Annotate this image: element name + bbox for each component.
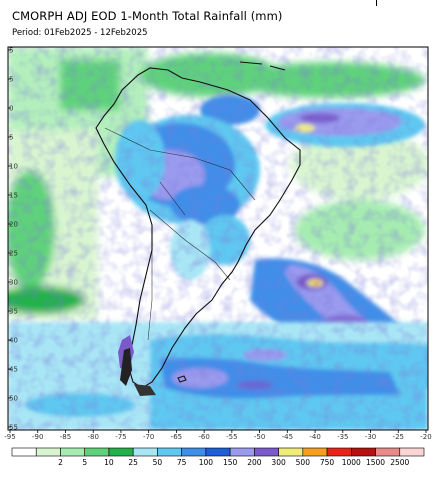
longitude-tick-label: -60 — [198, 433, 209, 441]
colorbar-label: 100 — [199, 458, 214, 467]
longitude-tick-label: -30 — [365, 433, 376, 441]
longitude-tick-label: -40 — [309, 433, 320, 441]
colorbar: 2 5 10 25 50 75 100 150 200 300 500 750 1000 1500 2500 — [11, 447, 425, 467]
colorbar-swatch — [278, 447, 304, 457]
colorbar-swatch — [132, 447, 158, 457]
colorbar-swatch — [350, 447, 376, 457]
map-frame — [7, 46, 429, 431]
colorbar-label: 2 — [58, 458, 63, 467]
top-edge-tick — [376, 0, 377, 6]
longitude-tick-label: -50 — [254, 433, 265, 441]
southern-chile-heavy-rain — [118, 335, 156, 396]
colorbar-swatch — [108, 447, 134, 457]
colorbar-label: 2500 — [390, 458, 409, 467]
colorbar-label: 25 — [128, 458, 138, 467]
colorbar-swatch — [181, 447, 207, 457]
colorbar-label: 50 — [153, 458, 163, 467]
longitude-tick-label: -45 — [282, 433, 293, 441]
longitude-tick-label: -20 — [420, 433, 431, 441]
longitude-tick-label: -55 — [226, 433, 237, 441]
latitude-tick-label: 45 — [9, 366, 18, 374]
colorbar-label: 1500 — [366, 458, 385, 467]
period-label: Period: 01Feb2025 - 12Feb2025 — [12, 28, 148, 38]
colorbar-label: 300 — [271, 458, 286, 467]
rainfall-field — [8, 47, 428, 430]
colorbar-label: 75 — [177, 458, 187, 467]
latitude-tick-label: 5 — [9, 76, 13, 84]
longitude-axis: -95 -90 -85 -80 -75 -70 -65 -60 -55 -50 -45 -40 -35 -… — [4, 430, 432, 441]
latitude-tick-label: 25 — [9, 250, 18, 258]
longitude-tick-label: -65 — [171, 433, 182, 441]
colorbar-swatch — [157, 447, 182, 457]
colorbar-swatch — [302, 447, 328, 457]
longitude-tick-label: -80 — [87, 433, 98, 441]
latitude-tick-label: 30 — [9, 279, 18, 287]
longitude-tick-label: -90 — [32, 433, 43, 441]
map-title: CMORPH ADJ EOD 1-Month Total Rainfall (m… — [12, 9, 283, 23]
latitude-tick-label: 40 — [9, 337, 18, 345]
colorbar-swatch — [205, 447, 231, 457]
colorbar-swatch — [399, 447, 425, 457]
colorbar-label: 5 — [82, 458, 87, 467]
colorbar-swatch — [60, 447, 86, 457]
latitude-tick-label: 5 — [9, 134, 13, 142]
colorbar-label: 500 — [296, 458, 311, 467]
colorbar-swatch — [35, 447, 61, 457]
colorbar-label: 750 — [320, 458, 335, 467]
latitude-tick-label: 35 — [9, 308, 18, 316]
colorbar-label: 200 — [247, 458, 262, 467]
latitude-tick-label: 5 — [9, 47, 13, 55]
longitude-tick-label: -70 — [143, 433, 154, 441]
colorbar-swatch — [326, 447, 352, 457]
latitude-tick-label: 10 — [9, 163, 18, 171]
colorbar-label: 150 — [223, 458, 238, 467]
longitude-tick-label: -85 — [60, 433, 71, 441]
longitude-tick-label: -35 — [337, 433, 348, 441]
colorbar-swatch — [11, 447, 37, 457]
latitude-tick-label: 55 — [9, 424, 18, 432]
longitude-tick-label: -95 — [4, 433, 15, 441]
colorbar-label: 10 — [104, 458, 114, 467]
colorbar-label: 1000 — [342, 458, 361, 467]
colorbar-swatch — [375, 447, 401, 457]
latitude-tick-label: 20 — [9, 221, 18, 229]
longitude-tick-label: -25 — [393, 433, 404, 441]
colorbar-swatch — [84, 447, 110, 457]
latitude-tick-label: 50 — [9, 395, 18, 403]
longitude-tick-label: -75 — [115, 433, 126, 441]
latitude-tick-label: 0 — [9, 105, 13, 113]
colorbar-swatch — [229, 447, 255, 457]
colorbar-swatch — [254, 447, 279, 457]
latitude-tick-label: 15 — [9, 192, 18, 200]
